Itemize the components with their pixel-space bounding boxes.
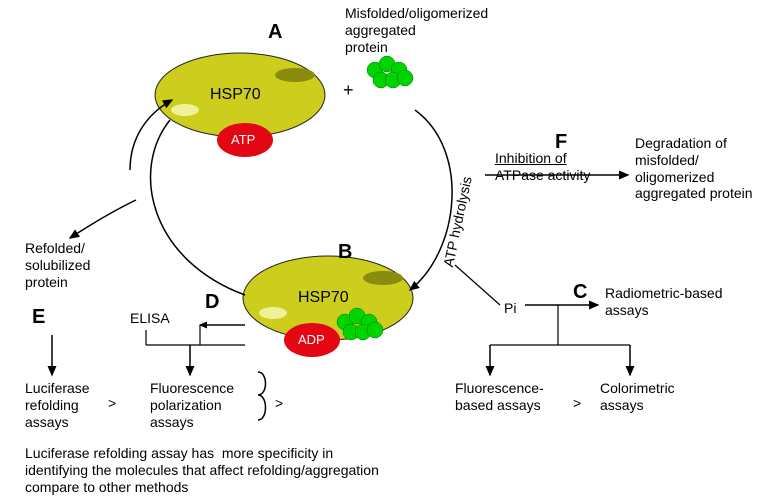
letter-e: E	[32, 305, 45, 329]
inhibition-label: Inhibition of ATPase activity	[495, 150, 590, 184]
fluor-pol-label: Fluorescence polarization assays	[150, 380, 234, 430]
adp-label: ADP	[298, 332, 325, 348]
atp-hydrolysis-label: ATP hydrolysis	[440, 175, 476, 269]
radiometric-label: Radiometric-based assays	[605, 285, 723, 319]
footer-text: Luciferase refolding assay has more spec…	[25, 445, 379, 495]
hsp70-b-label: HSP70	[298, 288, 349, 307]
line-pi-branch	[455, 265, 500, 305]
arrow-to-refolded	[70, 200, 136, 238]
protein-cluster-a	[367, 56, 413, 88]
gt-3: >	[573, 395, 581, 412]
misfolded-title: Misfolded/oligomerized aggregated protei…	[345, 5, 488, 55]
bracket	[258, 372, 266, 420]
atp-label: ATP	[231, 132, 255, 148]
arc-left-top	[130, 100, 172, 170]
letter-a: A	[268, 20, 282, 44]
gt-1: >	[108, 395, 116, 412]
luciferase-label: Luciferase refolding assays	[25, 380, 90, 430]
pi-label: Pi	[504, 300, 516, 317]
hsp70-a-label: HSP70	[210, 85, 261, 104]
refolded-label: Refolded/ solubilized protein	[25, 240, 90, 290]
letter-d: D	[205, 290, 219, 314]
letter-b: B	[338, 240, 352, 264]
elisa-label: ELISA	[130, 310, 170, 327]
letter-c: C	[573, 280, 587, 304]
colorimetric-label: Colorimetric assays	[600, 380, 675, 414]
diagram-svg	[0, 0, 766, 502]
protein-cluster-b	[337, 308, 383, 340]
degradation-label: Degradation of misfolded/ oligomerized a…	[635, 135, 753, 202]
plus-sign: +	[343, 80, 354, 102]
gt-2: >	[275, 395, 283, 412]
fluor-based-label: Fluorescence- based assays	[455, 380, 544, 414]
